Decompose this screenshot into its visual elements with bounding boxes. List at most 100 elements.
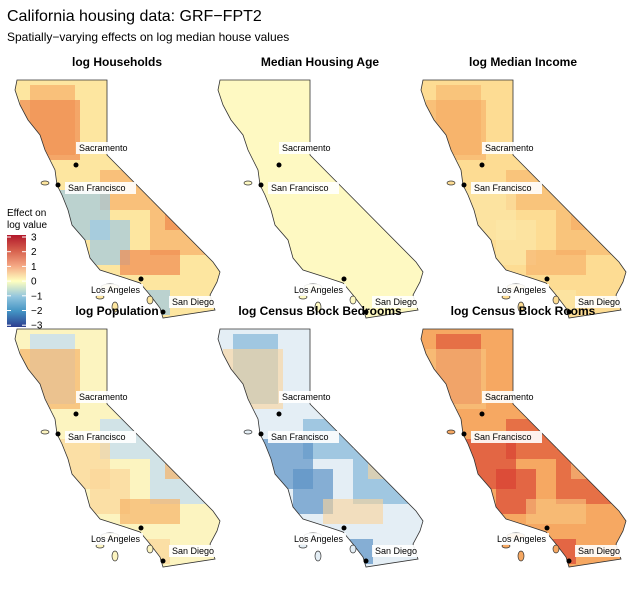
city-label: Sacramento (485, 143, 534, 153)
effect-region (140, 539, 170, 564)
island (314, 550, 322, 562)
california-outline (420, 79, 627, 319)
city-marker (363, 558, 369, 564)
legend-tick-label: 1 (31, 262, 37, 273)
city-marker (341, 276, 347, 282)
effect-region (343, 539, 373, 564)
effect-region (223, 349, 283, 409)
effect-region (426, 100, 486, 160)
effect-region (426, 349, 486, 409)
island (146, 544, 154, 554)
island (552, 544, 560, 554)
city-marker (461, 431, 467, 437)
island (243, 429, 253, 435)
panel-title: log Median Income (469, 55, 577, 69)
figure-subtitle: Spatially−varying effects on log median … (7, 30, 289, 44)
map-panel: log Population Sacramento San Francisco Los… (14, 304, 221, 568)
city-label: San Francisco (68, 183, 126, 193)
island (40, 180, 50, 186)
city-marker (341, 525, 347, 531)
legend-tick-label: 3 (31, 233, 37, 244)
city-label: Sacramento (485, 392, 534, 402)
island (146, 295, 154, 305)
city-marker (544, 276, 550, 282)
california-outline (217, 79, 424, 319)
city-marker (258, 431, 264, 437)
panel-title: log Census Block Rooms (451, 304, 596, 318)
city-label: Los Angeles (497, 534, 547, 544)
city-label: San Francisco (271, 432, 329, 442)
city-label: Los Angeles (294, 285, 344, 295)
legend-title-2: log value (7, 220, 47, 231)
legend-tick-label: 2 (31, 247, 37, 258)
city-label: San Francisco (474, 432, 532, 442)
city-label: San Diego (375, 546, 417, 556)
city-label: San Diego (578, 297, 620, 307)
island (111, 550, 119, 562)
california-outline (14, 79, 221, 319)
california-outline (217, 328, 424, 568)
city-marker (55, 431, 61, 437)
city-label: San Diego (172, 297, 214, 307)
city-label: Los Angeles (294, 534, 344, 544)
effect-region (526, 499, 586, 524)
city-label: San Diego (375, 297, 417, 307)
city-label: Sacramento (282, 392, 331, 402)
city-label: Sacramento (79, 392, 128, 402)
legend-tick-label: −3 (31, 321, 43, 332)
effect-region (120, 250, 180, 275)
map-panel: log Census Block Bedrooms Sacramento San F… (217, 304, 424, 568)
city-marker (138, 276, 144, 282)
city-marker (276, 411, 282, 417)
effect-region (323, 499, 383, 524)
city-marker (73, 411, 79, 417)
legend-tick-label: −1 (31, 291, 43, 302)
island (349, 295, 357, 305)
effect-region (368, 439, 408, 479)
city-label: San Diego (172, 546, 214, 556)
effect-region (20, 100, 80, 160)
legend-colorbar (7, 235, 26, 327)
city-marker (276, 162, 282, 168)
city-marker (73, 162, 79, 168)
city-marker (544, 525, 550, 531)
city-marker (479, 411, 485, 417)
effect-region (165, 439, 205, 479)
city-marker (566, 558, 572, 564)
effect-region (571, 190, 611, 230)
effect-region (20, 349, 80, 409)
panel-title: log Households (72, 55, 162, 69)
california-outline (14, 328, 221, 568)
island (446, 429, 456, 435)
island (349, 544, 357, 554)
panel-title: log Census Block Bedrooms (238, 304, 402, 318)
city-label: Los Angeles (91, 285, 141, 295)
city-marker (160, 309, 166, 315)
island (517, 550, 525, 562)
california-outline (420, 328, 627, 568)
effect-region (526, 250, 586, 275)
city-label: Sacramento (282, 143, 331, 153)
legend-tick-label: 0 (31, 277, 37, 288)
map-panel: Median Housing Age Sacramento San Francisc… (217, 55, 424, 319)
effect-region (120, 499, 180, 524)
island (517, 301, 525, 313)
city-label: San Diego (578, 546, 620, 556)
island (446, 180, 456, 186)
city-marker (55, 182, 61, 188)
legend: Effect on log value 3 2 1 0 −1 −2 −3 (7, 208, 47, 332)
city-label: Sacramento (79, 143, 128, 153)
island (111, 301, 119, 313)
map-panel: log Median Income Sacramento San Francisco… (420, 55, 627, 319)
legend-title-1: Effect on (7, 208, 46, 219)
city-marker (138, 525, 144, 531)
effect-region (165, 190, 205, 230)
island (243, 180, 253, 186)
city-marker (461, 182, 467, 188)
city-marker (566, 309, 572, 315)
panel-title: Median Housing Age (261, 55, 380, 69)
island (552, 295, 560, 305)
city-label: San Francisco (474, 183, 532, 193)
